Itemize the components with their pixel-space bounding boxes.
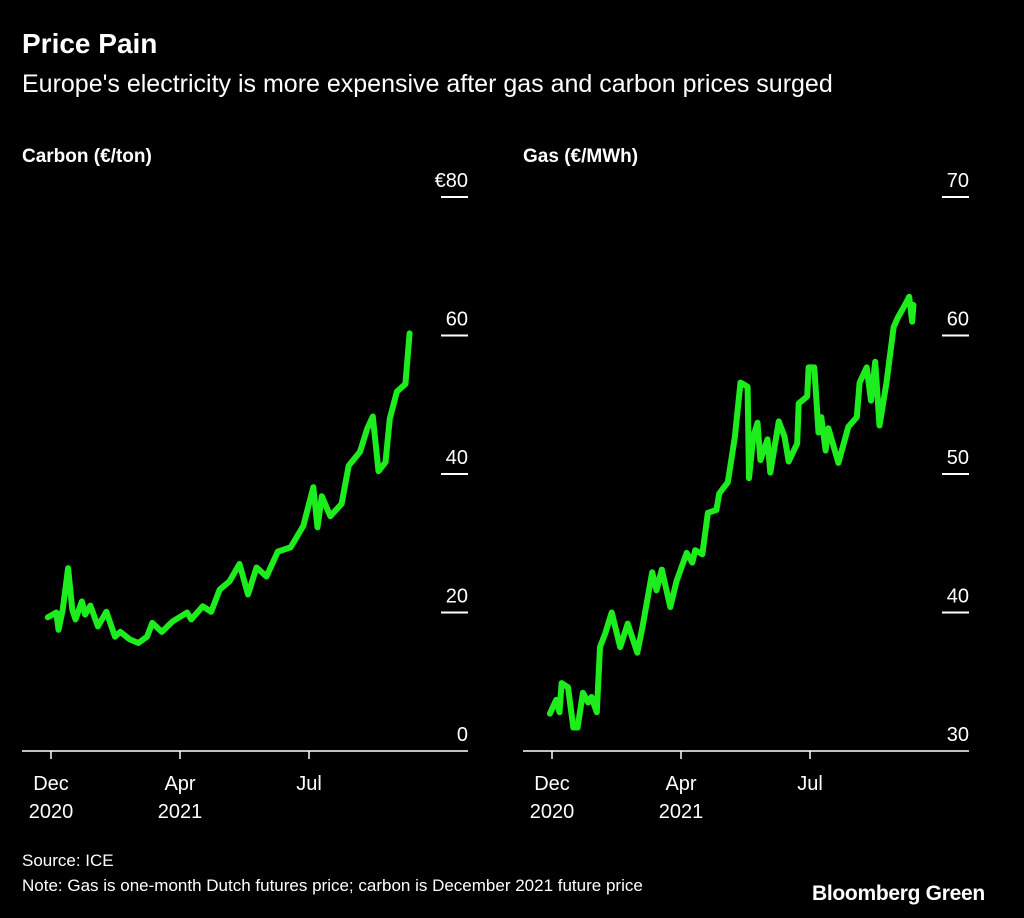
carbon-y-tick-label: 40 (446, 447, 468, 469)
carbon-y-tick-label: 60 (446, 309, 468, 331)
gas-x-tick-label: Apr (665, 773, 696, 795)
carbon-chart: Carbon (€/ton) Dec 2020 Apr 2021 Jul 0 20 40 60 €8… (22, 146, 468, 823)
footnote: Note: Gas is one-month Dutch futures pri… (22, 876, 643, 895)
carbon-y-tick-label: €80 (435, 170, 468, 192)
gas-panel-title: Gas (€/MWh) (523, 146, 638, 167)
carbon-x-tick-year: 2021 (158, 801, 203, 823)
gas-y-tick-label: 60 (947, 309, 969, 331)
gas-y-tick-label: 50 (947, 447, 969, 469)
carbon-price-line (44, 330, 413, 646)
gas-chart: Gas (€/MWh) Dec 2020 Apr 2021 Jul 30 40 50 60 70 (523, 146, 969, 823)
gas-price-line (546, 293, 917, 731)
chart-title: Price Pain (22, 28, 158, 59)
gas-y-tick-label: 70 (947, 170, 969, 192)
carbon-y-tick-label: 0 (457, 724, 468, 746)
carbon-x-tick-label: Dec (33, 773, 69, 795)
carbon-x-tick-label: Jul (296, 773, 322, 795)
carbon-y-tick-label: 20 (446, 586, 468, 608)
gas-y-tick-label: 30 (947, 724, 969, 746)
gas-x-tick-year: 2020 (530, 801, 575, 823)
chart-subtitle: Europe's electricity is more expensive a… (22, 70, 833, 98)
carbon-x-tick-year: 2020 (29, 801, 74, 823)
gas-y-tick-label: 40 (947, 586, 969, 608)
gas-x-tick-label: Dec (534, 773, 570, 795)
gas-x-tick-year: 2021 (659, 801, 704, 823)
source-note: Source: ICE (22, 851, 114, 870)
carbon-panel-title: Carbon (€/ton) (22, 146, 152, 167)
carbon-x-tick-label: Apr (164, 773, 195, 795)
gas-x-tick-label: Jul (797, 773, 823, 795)
brand-logo: Bloomberg Green (812, 882, 985, 905)
